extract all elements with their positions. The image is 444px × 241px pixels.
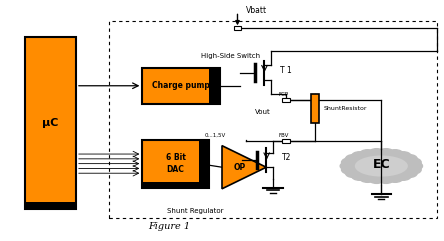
Text: Vbatt: Vbatt (246, 6, 266, 15)
Text: Shunt Regulator: Shunt Regulator (167, 208, 224, 214)
Text: T 1: T 1 (280, 66, 291, 75)
Bar (282, 139, 290, 143)
Bar (25, 202, 76, 209)
Circle shape (407, 162, 423, 170)
Bar (143, 140, 209, 187)
Circle shape (369, 149, 385, 157)
Circle shape (341, 158, 357, 167)
Text: Charge pump: Charge pump (152, 81, 210, 90)
Bar (25, 37, 76, 209)
Circle shape (401, 154, 417, 163)
Circle shape (360, 150, 376, 158)
Circle shape (405, 165, 421, 174)
Text: Vout: Vout (255, 109, 271, 115)
Bar (143, 68, 220, 104)
Circle shape (340, 162, 356, 170)
Bar (234, 26, 242, 30)
Bar (209, 68, 220, 104)
Circle shape (352, 172, 368, 180)
Text: Figure 1: Figure 1 (148, 222, 190, 231)
Circle shape (395, 172, 411, 180)
Bar (311, 94, 319, 123)
Circle shape (360, 174, 376, 182)
Text: T2: T2 (282, 153, 291, 162)
Circle shape (405, 158, 421, 167)
Circle shape (378, 175, 394, 183)
Polygon shape (222, 146, 266, 189)
Circle shape (378, 149, 394, 157)
Circle shape (345, 154, 361, 163)
Text: OP: OP (234, 163, 246, 172)
Circle shape (341, 165, 357, 174)
Circle shape (387, 174, 403, 182)
Text: FCP: FCP (279, 92, 289, 97)
Circle shape (369, 175, 385, 183)
Bar (282, 98, 290, 102)
Text: ShuntResistor: ShuntResistor (323, 106, 367, 111)
Circle shape (345, 169, 361, 177)
Bar (109, 21, 436, 218)
Text: FBV: FBV (279, 133, 289, 138)
Text: 0...1,5V: 0...1,5V (205, 132, 226, 137)
Circle shape (401, 169, 417, 177)
Bar (143, 182, 209, 187)
Circle shape (352, 152, 368, 160)
Circle shape (395, 152, 411, 160)
Text: 6 Bit
DAC: 6 Bit DAC (166, 153, 186, 174)
Ellipse shape (355, 155, 408, 177)
Bar (199, 140, 209, 187)
Circle shape (387, 150, 403, 158)
Text: EC: EC (373, 158, 390, 171)
Text: μC: μC (42, 118, 59, 128)
Text: High-Side Switch: High-Side Switch (201, 54, 261, 59)
